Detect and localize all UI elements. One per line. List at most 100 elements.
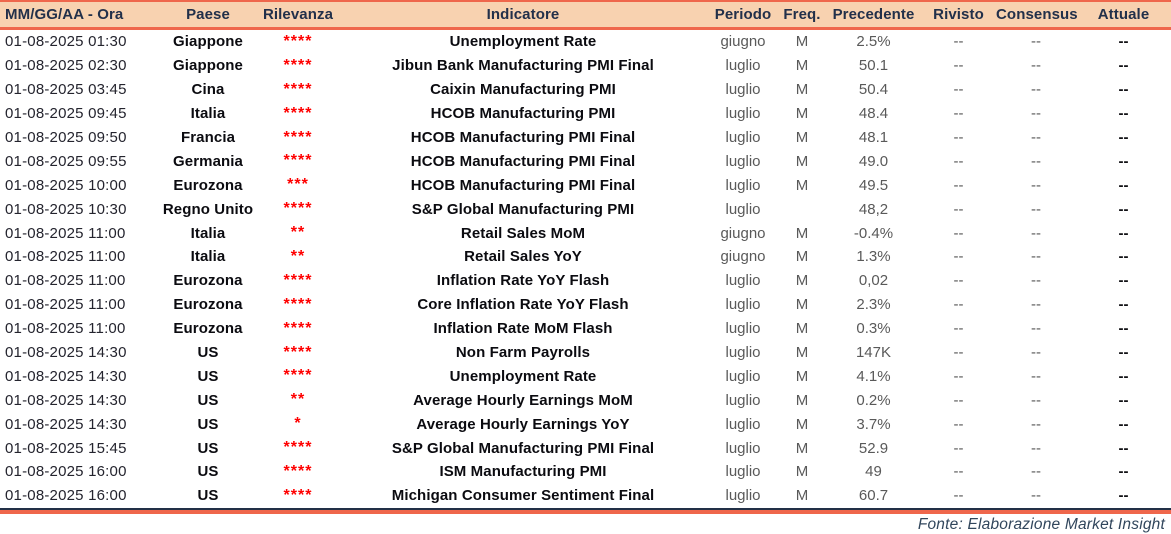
table-row: 01-08-2025 11:00 Italia ** Retail Sales … xyxy=(0,221,1171,245)
cell-previous: 1.3% xyxy=(856,248,891,266)
cell-period: luglio xyxy=(725,81,761,99)
cell-datetime: 01-08-2025 16:00 xyxy=(5,487,127,505)
cell-relevance-stars: **** xyxy=(283,439,313,457)
table-row: 01-08-2025 11:00 Italia ** Retail Sales … xyxy=(0,245,1171,269)
cell-indicator: Core Inflation Rate YoY Flash xyxy=(417,296,629,314)
table-row: 01-08-2025 11:00 Eurozona **** Inflation… xyxy=(0,317,1171,341)
cell-country: US xyxy=(197,415,219,433)
cell-revised: -- xyxy=(953,129,964,146)
table-row: 01-08-2025 14:30 US ** Average Hourly Ea… xyxy=(0,388,1171,412)
cell-revised: -- xyxy=(953,344,964,362)
column-header-revised: Rivisto xyxy=(933,6,984,23)
cell-revised: -- xyxy=(953,415,964,433)
cell-revised: -- xyxy=(953,367,964,385)
cell-actual: -- xyxy=(1118,200,1129,218)
cell-indicator: Average Hourly Earnings MoM xyxy=(413,391,633,409)
cell-previous: 0.2% xyxy=(856,391,891,409)
cell-indicator: HCOB Manufacturing PMI Final xyxy=(410,129,636,146)
cell-actual: -- xyxy=(1118,487,1129,505)
cell-country: Germania xyxy=(173,152,243,170)
table-row: 01-08-2025 09:45 Italia **** HCOB Manufa… xyxy=(0,102,1171,126)
cell-period: luglio xyxy=(725,367,761,385)
cell-period: luglio xyxy=(725,105,761,123)
cell-actual: -- xyxy=(1118,176,1129,194)
cell-revised: -- xyxy=(953,272,964,290)
table-row: 01-08-2025 03:45 Cina **** Caixin Manufa… xyxy=(0,78,1171,102)
cell-previous: 50.1 xyxy=(858,57,889,75)
cell-country: Eurozona xyxy=(173,296,243,314)
table-row: 01-08-2025 02:30 Giappone **** Jibun Ban… xyxy=(0,54,1171,78)
cell-previous: 52.9 xyxy=(858,439,889,457)
cell-country: Francia xyxy=(180,129,236,146)
table-row: 01-08-2025 01:30 Giappone **** Unemploym… xyxy=(0,30,1171,54)
cell-country: Giappone xyxy=(173,57,243,75)
cell-consensus: -- xyxy=(1031,320,1041,338)
table-row: 01-08-2025 16:00 US **** ISM Manufacturi… xyxy=(0,460,1171,484)
cell-consensus: -- xyxy=(1031,57,1041,75)
cell-previous: 4.1% xyxy=(856,367,891,385)
table-row: 01-08-2025 09:55 Germania **** HCOB Manu… xyxy=(0,149,1171,173)
cell-relevance-stars: ** xyxy=(290,391,306,409)
cell-revised: -- xyxy=(953,200,964,218)
cell-datetime: 01-08-2025 16:00 xyxy=(5,463,127,481)
cell-datetime: 01-08-2025 14:30 xyxy=(5,367,127,385)
cell-previous: 48.1 xyxy=(858,129,889,146)
cell-period: luglio xyxy=(725,320,761,338)
cell-frequency: M xyxy=(795,152,809,170)
cell-period: luglio xyxy=(725,152,761,170)
cell-previous: 0.3% xyxy=(856,320,891,338)
cell-relevance-stars: **** xyxy=(283,56,313,74)
cell-period: luglio xyxy=(725,200,761,218)
cell-period: luglio xyxy=(725,176,761,194)
cell-consensus: -- xyxy=(1031,152,1041,170)
cell-revised: -- xyxy=(953,463,964,481)
cell-consensus: -- xyxy=(1031,200,1041,218)
table-bottom-rule-dark xyxy=(0,507,1171,510)
cell-indicator: S&P Global Manufacturing PMI xyxy=(411,200,635,218)
cell-indicator: Unemployment Rate xyxy=(449,33,597,51)
cell-actual: -- xyxy=(1118,33,1129,51)
cell-frequency: M xyxy=(795,33,809,51)
cell-period: luglio xyxy=(725,272,761,290)
cell-country: US xyxy=(197,391,219,409)
cell-consensus: -- xyxy=(1031,33,1041,51)
cell-previous: 48,2 xyxy=(858,200,889,218)
cell-country: Eurozona xyxy=(173,272,243,290)
cell-previous: 48.4 xyxy=(858,105,889,123)
cell-country: Giappone xyxy=(173,33,243,51)
table-row: 01-08-2025 14:30 US **** Unemployment Ra… xyxy=(0,364,1171,388)
cell-datetime: 01-08-2025 11:00 xyxy=(5,296,126,314)
cell-frequency: M xyxy=(795,367,809,385)
cell-consensus: -- xyxy=(1031,224,1041,242)
cell-country: Italia xyxy=(190,248,226,266)
cell-period: luglio xyxy=(725,57,761,75)
cell-actual: -- xyxy=(1118,224,1129,242)
cell-actual: -- xyxy=(1118,152,1129,170)
cell-datetime: 01-08-2025 14:30 xyxy=(5,344,127,362)
cell-frequency: M xyxy=(795,439,809,457)
cell-frequency: M xyxy=(795,81,809,99)
column-header-period: Periodo xyxy=(714,6,772,23)
cell-country: Italia xyxy=(190,105,226,123)
cell-country: Italia xyxy=(190,224,226,242)
cell-revised: -- xyxy=(953,248,964,266)
source-note: Fonte: Elaborazione Market Insight xyxy=(917,515,1165,533)
cell-consensus: -- xyxy=(1031,391,1041,409)
cell-indicator: HCOB Manufacturing PMI Final xyxy=(410,152,636,170)
cell-indicator: Inflation Rate MoM Flash xyxy=(433,320,613,338)
cell-actual: -- xyxy=(1118,344,1129,362)
cell-indicator: Jibun Bank Manufacturing PMI Final xyxy=(392,57,654,75)
cell-datetime: 01-08-2025 01:30 xyxy=(5,33,127,51)
cell-datetime: 01-08-2025 09:45 xyxy=(5,105,127,123)
cell-consensus: -- xyxy=(1031,129,1041,146)
cell-datetime: 01-08-2025 11:00 xyxy=(5,224,126,242)
table-bottom-rule-coral xyxy=(0,509,1171,514)
cell-actual: -- xyxy=(1118,272,1129,290)
cell-actual: -- xyxy=(1118,296,1129,314)
cell-indicator: Non Farm Payrolls xyxy=(455,344,591,362)
cell-revised: -- xyxy=(953,152,964,170)
cell-consensus: -- xyxy=(1031,463,1041,481)
cell-frequency: M xyxy=(795,296,809,314)
cell-previous: 49 xyxy=(865,463,882,481)
cell-previous: 49.0 xyxy=(858,152,889,170)
